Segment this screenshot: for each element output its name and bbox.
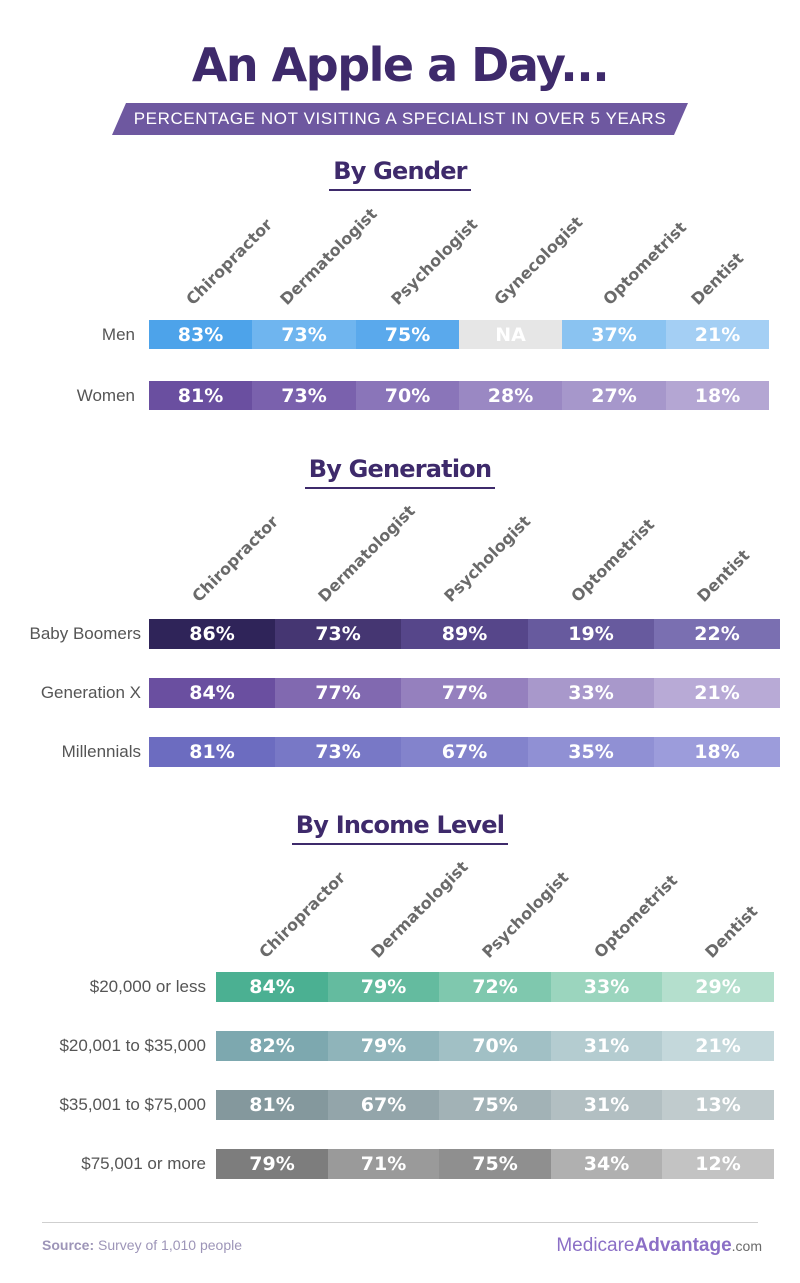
data-cell: 84% [216, 972, 328, 1002]
column-header: Dentist [686, 248, 747, 309]
data-cell: 75% [439, 1149, 551, 1179]
data-cell: 21% [654, 678, 780, 708]
data-cell: 82% [216, 1031, 328, 1061]
source-text: Survey of 1,010 people [98, 1237, 243, 1253]
logo-bold: Advantage [634, 1235, 732, 1256]
data-cell: 18% [654, 737, 780, 767]
data-cell: 21% [662, 1031, 774, 1061]
data-cell: 79% [328, 972, 439, 1002]
data-cell: 12% [662, 1149, 774, 1179]
data-cell: 73% [252, 320, 356, 349]
data-cell: 37% [562, 320, 666, 349]
data-cell: 75% [439, 1090, 551, 1120]
section-title: By Income Level [0, 811, 800, 845]
row-label: $20,001 to $35,000 [59, 1036, 206, 1055]
section-title-text: By Income Level [291, 811, 509, 845]
column-header: Dermatologist [366, 857, 472, 962]
data-cell: 67% [328, 1090, 439, 1120]
logo-suffix: .com [731, 1238, 762, 1254]
row-label: Women [76, 385, 135, 405]
row-label: Men [101, 324, 135, 344]
data-cell: 31% [551, 1090, 662, 1120]
logo-main: Medicare [556, 1235, 635, 1256]
data-cell: 73% [252, 381, 356, 410]
column-header: Dentist [693, 545, 754, 606]
section-title-text: By Generation [304, 455, 496, 489]
data-cell: 72% [439, 972, 551, 1002]
subtitle-banner-background [112, 103, 688, 135]
data-cell: 81% [216, 1090, 328, 1120]
data-cell: 21% [666, 320, 769, 349]
column-header: Dermatologist [276, 204, 382, 309]
data-cell: 73% [275, 619, 401, 649]
subtitle-banner: PERCENTAGE NOT VISITING A SPECIALIST IN … [112, 103, 688, 135]
data-cell: 79% [328, 1031, 439, 1061]
row-label: $20,000 or less [89, 977, 206, 996]
data-cell: 34% [551, 1149, 662, 1179]
data-cell: 33% [551, 972, 662, 1002]
column-header: Dermatologist [314, 501, 419, 606]
data-cell: 83% [149, 320, 252, 349]
data-cell: 28% [459, 381, 562, 410]
column-header: Optometrist [590, 870, 681, 962]
column-header: Optometrist [566, 514, 658, 606]
section-title: By Gender [0, 157, 800, 191]
data-cell: 81% [149, 737, 275, 767]
section-title-text: By Gender [329, 157, 471, 191]
data-cell: 70% [439, 1031, 551, 1061]
data-cell: 71% [328, 1149, 439, 1179]
column-header: Psychologist [478, 867, 573, 962]
data-cell: 84% [149, 678, 275, 708]
data-cell: 73% [275, 737, 401, 767]
data-cell: 79% [216, 1149, 328, 1179]
subtitle-text: PERCENTAGE NOT VISITING A SPECIALIST IN … [133, 109, 667, 128]
data-cell: 70% [356, 381, 459, 410]
data-cell: 33% [528, 678, 654, 708]
data-cell: 86% [149, 619, 275, 649]
page-title: An Apple a Day... [191, 38, 610, 92]
column-header: Dentist [701, 901, 762, 962]
row-label: Generation X [40, 683, 141, 702]
footer-divider [42, 1222, 758, 1223]
row-label: $35,001 to $75,000 [59, 1095, 206, 1114]
row-label: Baby Boomers [29, 624, 142, 643]
data-cell: 27% [562, 381, 666, 410]
data-cell: 35% [528, 737, 654, 767]
data-cell: 77% [275, 678, 401, 708]
data-cell: 81% [149, 381, 252, 410]
data-cell: 75% [356, 320, 459, 349]
column-header: Gynecologist [490, 212, 587, 309]
column-header: Psychologist [440, 511, 535, 606]
section-title: By Generation [0, 455, 800, 489]
data-cell: 29% [662, 972, 774, 1002]
brand-logo: MedicareAdvantage.com [556, 1235, 762, 1257]
column-header: Optometrist [599, 217, 691, 309]
data-cell: 13% [662, 1090, 774, 1120]
data-cell: 89% [401, 619, 528, 649]
data-cell: 77% [401, 678, 528, 708]
column-header: Psychologist [386, 214, 481, 309]
row-label: $75,001 or more [81, 1154, 206, 1173]
column-header: Chiropractor [188, 511, 283, 606]
row-label: Millennials [61, 742, 141, 761]
data-cell: NA [459, 320, 562, 349]
source-note: Source: Survey of 1,010 people [42, 1237, 242, 1253]
data-cell: 18% [666, 381, 769, 410]
data-cell: 19% [528, 619, 654, 649]
column-header: Chiropractor [255, 867, 350, 962]
data-cell: 67% [401, 737, 528, 767]
column-header: Chiropractor [182, 214, 277, 309]
data-cell: 31% [551, 1031, 662, 1061]
data-cell: 22% [654, 619, 780, 649]
source-label: Source: [42, 1237, 95, 1253]
